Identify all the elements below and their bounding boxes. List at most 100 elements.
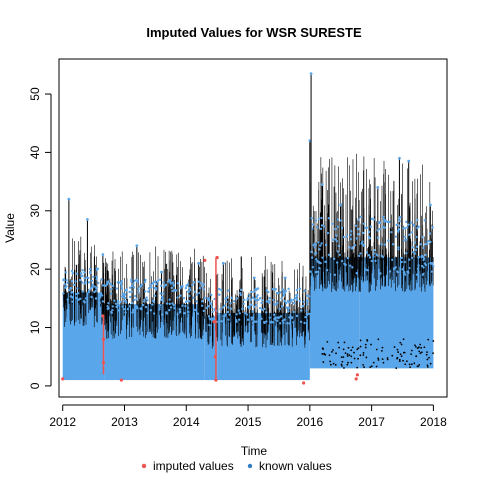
known-peak-point xyxy=(160,270,163,274)
known-point xyxy=(84,282,87,285)
known-point xyxy=(83,277,86,280)
known-point xyxy=(301,304,305,308)
known-low-point xyxy=(426,351,428,354)
known-point xyxy=(408,233,411,236)
known-point xyxy=(292,301,296,305)
known-point xyxy=(162,300,165,303)
known-point xyxy=(409,221,413,224)
known-point xyxy=(114,302,118,306)
known-low-point xyxy=(342,356,345,359)
imputed-point xyxy=(61,377,65,381)
known-point xyxy=(391,243,395,246)
known-low-point xyxy=(427,338,430,341)
known-point xyxy=(211,310,214,314)
known-point xyxy=(256,293,259,297)
known-low-point xyxy=(337,341,340,344)
known-point xyxy=(331,238,334,242)
known-point xyxy=(265,289,268,292)
known-point xyxy=(203,296,206,300)
known-point xyxy=(243,311,247,315)
known-point xyxy=(100,278,103,281)
known-point xyxy=(136,307,139,310)
known-point xyxy=(397,246,400,249)
known-point xyxy=(379,272,382,275)
known-point xyxy=(217,287,221,291)
known-point xyxy=(90,279,94,283)
known-point xyxy=(317,241,320,244)
known-low-point xyxy=(328,354,331,357)
known-point xyxy=(335,261,339,264)
known-point xyxy=(153,294,157,297)
known-point xyxy=(117,309,121,312)
known-point xyxy=(121,295,124,298)
known-low-point xyxy=(396,356,399,359)
known-point xyxy=(403,235,407,239)
known-point xyxy=(99,293,103,297)
known-point xyxy=(132,282,135,285)
known-point xyxy=(170,286,173,290)
known-point xyxy=(429,262,432,265)
known-point xyxy=(181,304,184,307)
known-point xyxy=(201,285,204,288)
known-point xyxy=(403,239,406,242)
known-point xyxy=(342,235,346,239)
known-point xyxy=(66,281,69,285)
known-point xyxy=(136,279,139,283)
known-point xyxy=(309,270,312,273)
known-point xyxy=(243,298,246,301)
known-point xyxy=(423,262,427,265)
known-point xyxy=(98,297,101,300)
x-tick-label: 2012 xyxy=(49,415,76,429)
known-point xyxy=(171,302,174,305)
known-point xyxy=(413,241,416,244)
known-point xyxy=(432,265,435,268)
known-low-point xyxy=(417,346,420,349)
known-point xyxy=(147,287,151,290)
known-point xyxy=(101,284,105,287)
plot-box xyxy=(58,58,448,398)
known-point xyxy=(120,279,124,283)
known-point xyxy=(162,292,165,295)
known-point xyxy=(261,299,264,302)
known-point xyxy=(424,253,427,257)
known-point xyxy=(421,255,425,259)
known-low-point xyxy=(332,362,335,365)
known-point xyxy=(340,226,344,230)
known-point xyxy=(402,271,405,274)
known-point xyxy=(186,283,190,286)
known-point xyxy=(62,292,65,295)
known-point xyxy=(253,305,256,309)
known-point xyxy=(90,295,93,299)
known-point xyxy=(208,299,211,302)
known-low-point xyxy=(340,363,343,366)
known-low-point xyxy=(362,364,364,366)
known-point xyxy=(415,235,418,239)
known-low-point xyxy=(357,357,359,360)
known-low-point xyxy=(410,349,413,352)
known-point xyxy=(201,299,204,303)
known-point xyxy=(391,258,394,262)
known-low-point xyxy=(326,340,329,343)
known-point xyxy=(422,266,425,269)
known-point xyxy=(251,310,254,313)
y-tick-label: 50 xyxy=(28,87,42,101)
known-point xyxy=(374,259,377,263)
known-point xyxy=(368,237,372,240)
known-point xyxy=(117,302,120,305)
known-point xyxy=(81,269,84,272)
known-point xyxy=(267,301,271,304)
known-point xyxy=(268,296,271,300)
known-point xyxy=(225,296,229,299)
known-point xyxy=(137,291,140,294)
known-point xyxy=(380,243,383,246)
known-point xyxy=(250,316,253,319)
known-point xyxy=(381,255,385,259)
known-point xyxy=(351,246,354,249)
known-low-point xyxy=(402,338,405,341)
known-point xyxy=(276,301,279,305)
known-point xyxy=(311,223,315,226)
known-low-point xyxy=(372,361,375,364)
known-point xyxy=(265,311,268,314)
known-point xyxy=(133,298,136,302)
known-point xyxy=(235,313,238,316)
